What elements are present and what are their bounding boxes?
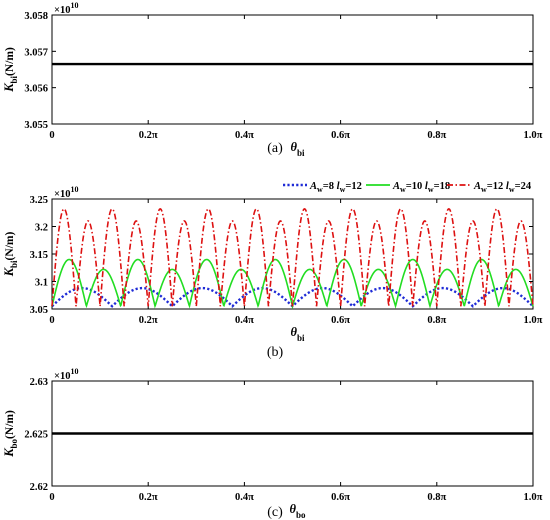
- y-axis-label: Kbo(N/m): [2, 410, 19, 458]
- x-axis-label: θbi: [290, 140, 305, 158]
- legend-label-2: Aw=10 lw=18: [392, 181, 450, 194]
- series-line-3: [51, 208, 534, 307]
- x-tick-label: 0.6π: [331, 130, 350, 141]
- legend-label-1: Aw=8 lw=12: [309, 181, 362, 194]
- x-tick-label: 0.4π: [235, 130, 254, 141]
- x-tick-label: 0: [49, 315, 54, 326]
- x-axis-label: θbo: [289, 502, 306, 520]
- chart-panel-a: 3.055 3.056 3.057 3.058 0 0.2π 0.4π 0.6π 0.8π 1.0…: [2, 1, 543, 158]
- y-tick-label: 2.62: [30, 482, 48, 493]
- y-axis-label: Kbi(N/m): [2, 232, 19, 278]
- legend-label-3: Aw=12 lw=24: [473, 181, 532, 194]
- y-tick-label: 3.05: [30, 305, 48, 316]
- y-tick-label: 3.058: [24, 11, 48, 22]
- y-tick-label: 3.1: [35, 278, 48, 289]
- chart-panel-b: 3.05 3.1 3.15 3.2 3.25 0 0.2π 0.4π 0.6π 0.8π 1.0π ×…: [2, 181, 543, 360]
- x-tick-label: 1.0π: [524, 315, 543, 326]
- y-tick-label: 2.625: [24, 430, 48, 441]
- y-tick-label: 3.2: [35, 223, 48, 234]
- plot-frame: [51, 14, 534, 125]
- x-tick-label: 0.8π: [427, 130, 446, 141]
- y-tick-label: 3.056: [24, 84, 48, 95]
- panel-caption: (a): [267, 141, 283, 156]
- panel-caption: (c): [267, 505, 283, 520]
- y-tick-label: 3.055: [24, 120, 48, 131]
- x-tick-label: 1.0π: [524, 130, 543, 141]
- x-tick-label: 0: [49, 492, 54, 503]
- x-tick-label: 0.2π: [139, 130, 158, 141]
- x-tick-label: 0.6π: [331, 492, 350, 503]
- panel-caption: (b): [267, 345, 284, 360]
- x-tick-label: 0.8π: [427, 492, 446, 503]
- y-tick-label: 3.057: [24, 47, 48, 58]
- x-axis-label: θbi: [290, 325, 305, 343]
- y-multiplier: ×1010: [54, 1, 78, 16]
- y-axis-label: Kbi(N/m): [2, 47, 19, 93]
- y-tick-label: 3.15: [30, 250, 48, 261]
- x-tick-label: 1.0π: [524, 492, 543, 503]
- y-multiplier: ×1010: [54, 185, 78, 200]
- x-tick-label: 0: [49, 130, 54, 141]
- chart-panel-c: 2.62 2.625 2.63 0 0.2π 0.4π 0.6π 0.8π 1.0π ×1010 K…: [2, 367, 543, 520]
- y-tick-label: 3.25: [30, 195, 48, 206]
- legend: Aw=8 lw=12 Aw=10 lw=18 Aw=12 lw=24: [283, 181, 532, 194]
- x-tick-label: 0.4π: [235, 492, 254, 503]
- x-tick-label: 0.2π: [139, 315, 158, 326]
- x-tick-label: 0.6π: [331, 315, 350, 326]
- x-tick-label: 0.2π: [139, 492, 158, 503]
- y-tick-label: 2.63: [30, 377, 48, 388]
- x-tick-label: 0.8π: [427, 315, 446, 326]
- y-multiplier: ×1010: [54, 367, 78, 382]
- x-tick-label: 0.4π: [235, 315, 254, 326]
